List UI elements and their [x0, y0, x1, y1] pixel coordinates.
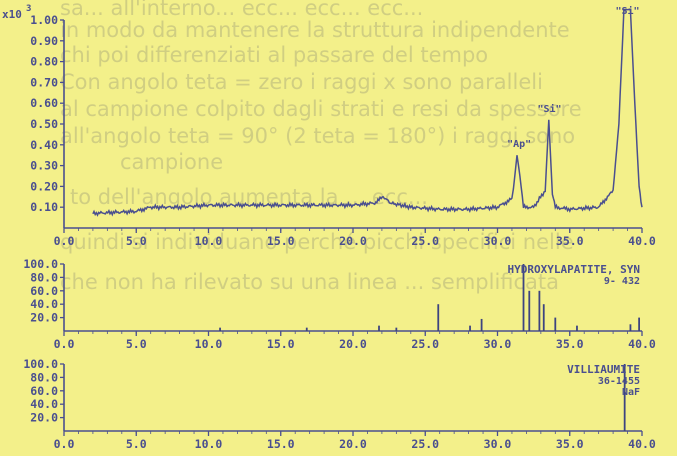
x-tick-label: 25.0	[411, 437, 439, 451]
x-tick-label: 30.0	[484, 234, 512, 248]
x-tick-label: 15.0	[267, 437, 295, 451]
y-tick-label: 0.70	[30, 75, 58, 89]
x-tick-label: 0.0	[54, 234, 75, 248]
x-tick-label: 15.0	[267, 234, 295, 248]
x-tick-label: 20.0	[339, 234, 367, 248]
x-tick-label: 5.0	[126, 437, 147, 451]
x-tick-label: 0.0	[54, 337, 75, 351]
y-tick-label: 1.00	[30, 13, 58, 27]
x-tick-label: 20.0	[339, 437, 367, 451]
x-tick-label: 30.0	[484, 437, 512, 451]
y-tick-label: 20.0	[30, 411, 58, 425]
x-tick-label: 0.0	[54, 437, 75, 451]
y-tick-label: 0.80	[30, 55, 58, 69]
y-tick-label: 80.0	[30, 270, 58, 284]
y-tick-label: 0.90	[30, 34, 58, 48]
x-tick-label: 5.0	[126, 337, 147, 351]
peak-annotation: "Si"	[616, 5, 640, 17]
x-tick-label: 35.0	[556, 437, 584, 451]
x-tick-label: 15.0	[267, 337, 295, 351]
y-tick-label: 0.50	[30, 117, 58, 131]
x-tick-label: 40.0	[628, 337, 656, 351]
peak-annotation: "Si"	[537, 103, 561, 115]
x-tick-label: 10.0	[195, 337, 223, 351]
x-tick-label: 5.0	[126, 234, 147, 248]
y-tick-label: 20.0	[30, 311, 58, 325]
x-tick-label: 25.0	[411, 337, 439, 351]
reference-pattern-label: VILLIAUMITE	[567, 363, 640, 376]
y-tick-label: 60.0	[30, 384, 58, 398]
x-tick-label: 25.0	[411, 234, 439, 248]
y-tick-label: 0.40	[30, 138, 58, 152]
y-tick-label: 0.60	[30, 96, 58, 110]
reference-pattern-label: NaF	[622, 387, 640, 398]
y-tick-label: 0.30	[30, 159, 58, 173]
y-exponent-power: 3	[26, 4, 31, 14]
x-tick-label: 35.0	[556, 234, 584, 248]
y-tick-label: 100.0	[23, 357, 58, 371]
x-tick-label: 35.0	[556, 337, 584, 351]
y-tick-label: 60.0	[30, 284, 58, 298]
diffraction-trace	[92, 8, 643, 217]
x-tick-label: 40.0	[628, 234, 656, 248]
y-exponent-label: x10	[2, 8, 22, 21]
reference-pattern-label: HYDROXYLAPATITE, SYN	[508, 263, 640, 276]
reference-pattern-label: 9- 432	[604, 276, 640, 287]
x-tick-label: 30.0	[484, 337, 512, 351]
y-tick-label: 80.0	[30, 370, 58, 384]
peak-annotation: "Ap"	[507, 139, 531, 150]
x-tick-label: 10.0	[195, 234, 223, 248]
y-tick-label: 0.10	[30, 200, 58, 214]
x-tick-label: 10.0	[195, 437, 223, 451]
y-tick-label: 0.20	[30, 179, 58, 193]
y-tick-label: 40.0	[30, 397, 58, 411]
y-tick-label: 100.0	[23, 257, 58, 271]
y-tick-label: 40.0	[30, 297, 58, 311]
x-tick-label: 40.0	[628, 437, 656, 451]
reference-pattern-label: 36-1455	[598, 376, 640, 387]
x-tick-label: 20.0	[339, 337, 367, 351]
